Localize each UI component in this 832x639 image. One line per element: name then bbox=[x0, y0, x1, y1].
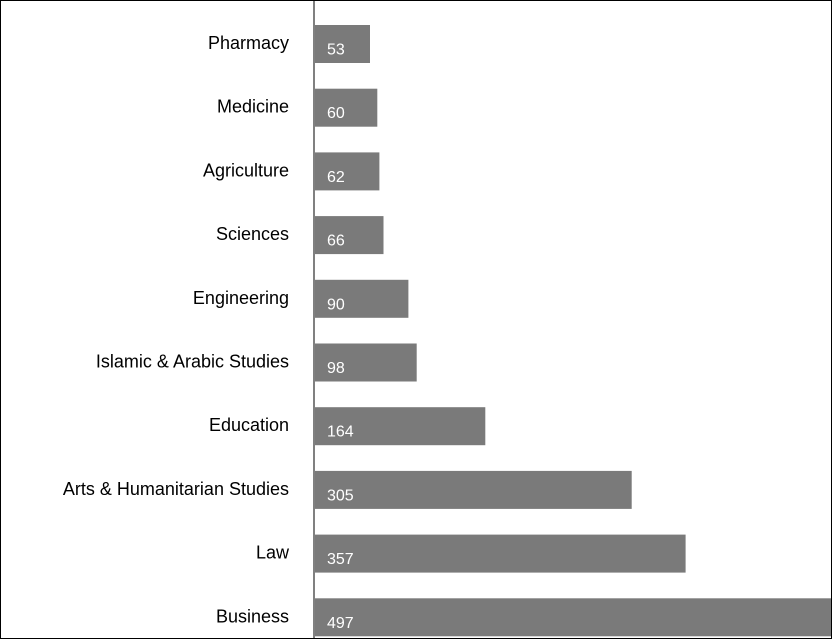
bar-agriculture bbox=[315, 152, 380, 191]
bar-islamic-and-arabic-studies bbox=[315, 343, 417, 382]
category-label-medicine: Medicine bbox=[217, 97, 289, 117]
value-label-engineering: 90 bbox=[327, 296, 345, 313]
category-label-pharmacy: Pharmacy bbox=[208, 33, 289, 53]
value-label-law: 357 bbox=[327, 551, 354, 568]
bar-law bbox=[315, 534, 686, 573]
category-label-engineering: Engineering bbox=[193, 288, 289, 308]
value-label-education: 164 bbox=[327, 424, 354, 441]
bar-medicine bbox=[315, 88, 378, 127]
value-labels-group: 53 60 62 66 90 98 164 305 357 497 bbox=[327, 42, 354, 632]
value-label-pharmacy: 53 bbox=[327, 42, 345, 59]
category-label-business: Business bbox=[216, 606, 289, 626]
bar-pharmacy bbox=[315, 25, 370, 63]
category-label-arts-and-humanitarian-studies: Arts & Humanitarian Studies bbox=[63, 479, 289, 499]
value-label-arts-and-humanitarian-studies: 305 bbox=[327, 487, 354, 504]
category-label-agriculture: Agriculture bbox=[203, 160, 289, 180]
bar-business bbox=[315, 598, 831, 637]
bar-engineering bbox=[315, 279, 409, 318]
bar-sciences bbox=[315, 216, 384, 255]
bar-education bbox=[315, 407, 486, 446]
value-label-agriculture: 62 bbox=[327, 169, 345, 186]
category-labels-group: Pharmacy Medicine Agriculture Sciences Engin… bbox=[63, 33, 290, 626]
value-label-sciences: 66 bbox=[327, 233, 345, 250]
value-label-islamic-and-arabic-studies: 98 bbox=[327, 360, 345, 377]
category-label-education: Education bbox=[209, 415, 289, 435]
category-label-islamic-and-arabic-studies: Islamic & Arabic Studies bbox=[96, 352, 289, 372]
category-label-sciences: Sciences bbox=[216, 224, 289, 244]
category-label-law: Law bbox=[256, 543, 290, 563]
bars-group bbox=[315, 25, 831, 637]
value-label-business: 497 bbox=[327, 615, 354, 632]
value-label-medicine: 60 bbox=[327, 105, 345, 122]
bar-arts-and-humanitarian-studies bbox=[315, 470, 632, 509]
